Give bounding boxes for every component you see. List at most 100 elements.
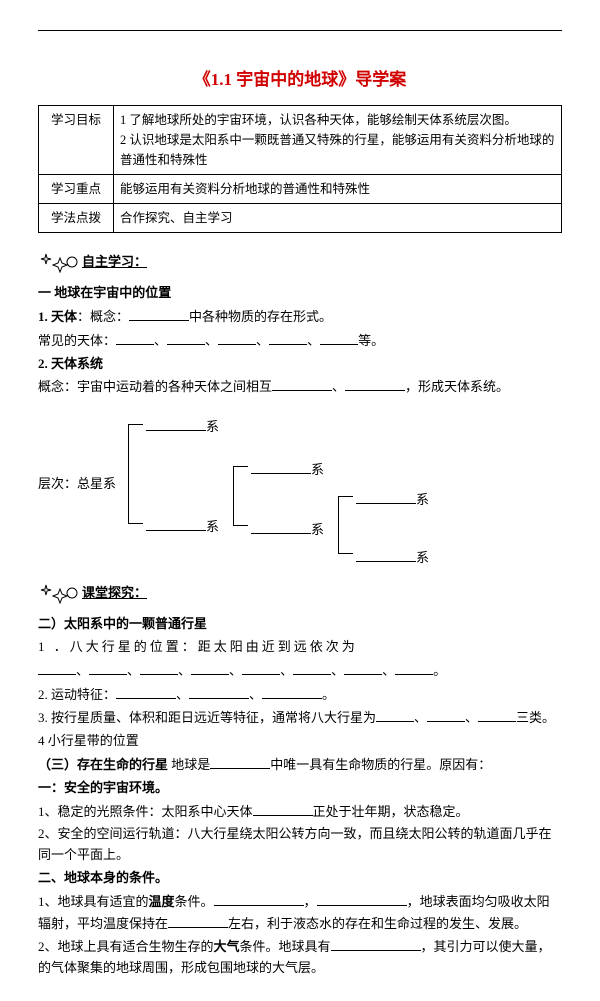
text: 正处于壮年期，状态稳定。 <box>313 804 469 819</box>
s3-title: （三）存在生命的行星 地球是中唯一具有生命物质的行星。原因有： <box>38 754 562 776</box>
blank[interactable] <box>253 801 313 816</box>
s2-title: 二）太阳系中的一颗普通行星 <box>38 614 562 635</box>
s2-line3: 3. 按行星质量、体积和距日远近等特征，通常将八大行星为、、三类。 <box>38 707 562 729</box>
blank[interactable] <box>146 516 206 531</box>
tree-node: 系 <box>146 416 219 438</box>
blank[interactable] <box>242 660 280 675</box>
blank[interactable] <box>146 416 206 431</box>
blank[interactable] <box>168 913 228 928</box>
text: 地球是 <box>168 757 210 772</box>
blank[interactable] <box>478 707 516 722</box>
brace-icon <box>233 466 234 526</box>
tree-node: 系 <box>251 519 324 541</box>
s1-line1: 1. 天体：概念：中各种物质的存在形式。 <box>38 306 562 328</box>
blank[interactable] <box>269 330 307 345</box>
brace-icon <box>338 496 339 554</box>
text: 。 <box>433 663 446 678</box>
s2-line4: 4 小行星带的位置 <box>38 731 562 752</box>
s3-line1: 1、稳定的光照条件：太阳系中心天体 正处于壮年期，状态稳定。 <box>38 801 562 823</box>
tree-root: 层次：总星系 <box>38 474 116 495</box>
blank[interactable] <box>345 376 405 391</box>
meta-text: 能够运用有关资料分析地球的普通性和特殊性 <box>114 175 562 204</box>
sparkle-icon <box>38 251 80 273</box>
text: 1. 天体 <box>38 309 77 324</box>
text: 1 ．八大行星的位置：距太阳由近到远依次为 <box>38 639 358 654</box>
meta-label: 学法点拨 <box>39 204 114 233</box>
tree-node: 系 <box>251 459 324 481</box>
doc-title: 《1.1 宇宙中的地球》导学案 <box>38 66 562 93</box>
blank[interactable] <box>427 707 465 722</box>
s3-line3: 1、地球具有适宜的温度条件。，，地球表面均匀吸收太阳辐射，平均温度保持在左右，利… <box>38 891 562 935</box>
s2-line1: 1 ．八大行星的位置：距太阳由近到远依次为 <box>38 637 562 658</box>
section-head-explore: 课堂探究： <box>38 582 562 604</box>
tree-node: 系 <box>356 547 429 569</box>
text: 三类。 <box>516 710 555 725</box>
s1-title: 一 地球在宇宙中的位置 <box>38 283 562 304</box>
text: 条件。地球具有 <box>240 939 331 954</box>
blank[interactable] <box>251 459 311 474</box>
meta-table: 学习目标1 了解地球所处的宇宙环境，认识各种天体，能够绘制天体系统层次图。 2 … <box>38 105 562 233</box>
text: 概念：宇宙中运动着的各种天体之间相互 <box>38 379 272 394</box>
text: 中唯一具有生命物质的行星。原因有： <box>270 757 491 772</box>
s3-line2: 2、安全的空间运行轨道：八大行星绕太阳公转方向一致，而且绕太阳公转的轨道面几乎在… <box>38 824 562 866</box>
sparkle-icon <box>38 582 80 604</box>
meta-label: 学习重点 <box>39 175 114 204</box>
blank[interactable] <box>116 330 154 345</box>
text: 系 <box>206 519 219 534</box>
blank[interactable] <box>356 547 416 562</box>
s1-line4: 概念：宇宙中运动着的各种天体之间相互、，形成天体系统。 <box>38 376 562 398</box>
blank[interactable] <box>218 330 256 345</box>
blank[interactable] <box>317 891 407 906</box>
text: 3. 按行星质量、体积和距日远近等特征，通常将八大行星为 <box>38 710 376 725</box>
blank[interactable] <box>262 684 322 699</box>
blank[interactable] <box>293 660 331 675</box>
blank[interactable] <box>320 330 358 345</box>
hierarchy-tree: 层次：总星系 系 系 系 系 系 系 <box>38 404 562 574</box>
s1-line2: 常见的天体：、、、、等。 <box>38 330 562 352</box>
blank[interactable] <box>376 707 414 722</box>
tree-node: 系 <box>356 489 429 511</box>
text: 2、地球上具有适合生物生存的 <box>38 939 214 954</box>
meta-text: 1 了解地球所处的宇宙环境，认识各种天体，能够绘制天体系统层次图。 2 认识地球… <box>114 106 562 175</box>
text: 系 <box>416 492 429 507</box>
text: 系 <box>206 419 219 434</box>
text: 系 <box>311 462 324 477</box>
blank[interactable] <box>272 376 332 391</box>
table-row: 学法点拨合作探究、自主学习 <box>39 204 562 233</box>
blank[interactable] <box>116 684 176 699</box>
blank[interactable] <box>129 306 189 321</box>
blank[interactable] <box>38 660 76 675</box>
top-rule <box>38 30 562 31</box>
blank[interactable] <box>210 754 270 769</box>
blank[interactable] <box>167 330 205 345</box>
text: 等。 <box>358 333 384 348</box>
text: 1、地球具有适宜的 <box>38 894 149 909</box>
blank[interactable] <box>89 660 127 675</box>
blank[interactable] <box>331 936 421 951</box>
text: 1、稳定的光照条件：太阳系中心天体 <box>38 804 253 819</box>
text: 2. 运动特征： <box>38 687 116 702</box>
blank[interactable] <box>189 684 249 699</box>
blank[interactable] <box>395 660 433 675</box>
s3-h2: 二、地球本身的条件。 <box>38 868 562 889</box>
text: 常见的天体： <box>38 333 116 348</box>
text: 左右，利于液态水的存在和生命过程的发生、发展。 <box>228 916 527 931</box>
blank[interactable] <box>356 489 416 504</box>
text: 系 <box>311 522 324 537</box>
blank[interactable] <box>344 660 382 675</box>
text: 大气 <box>214 939 240 954</box>
table-row: 学习重点能够运用有关资料分析地球的普通性和特殊性 <box>39 175 562 204</box>
text: ，形成天体系统。 <box>405 379 509 394</box>
meta-text: 合作探究、自主学习 <box>114 204 562 233</box>
blank[interactable] <box>251 519 311 534</box>
s2-line1b: 、、、、、、、。 <box>38 660 562 682</box>
blank[interactable] <box>140 660 178 675</box>
section-head-label: 自主学习： <box>82 252 147 273</box>
text: 。 <box>322 687 335 702</box>
brace-icon <box>128 424 129 524</box>
blank[interactable] <box>214 891 304 906</box>
text: 系 <box>416 550 429 565</box>
section-head-study: 自主学习： <box>38 251 562 273</box>
text: 温度 <box>149 894 175 909</box>
blank[interactable] <box>191 660 229 675</box>
